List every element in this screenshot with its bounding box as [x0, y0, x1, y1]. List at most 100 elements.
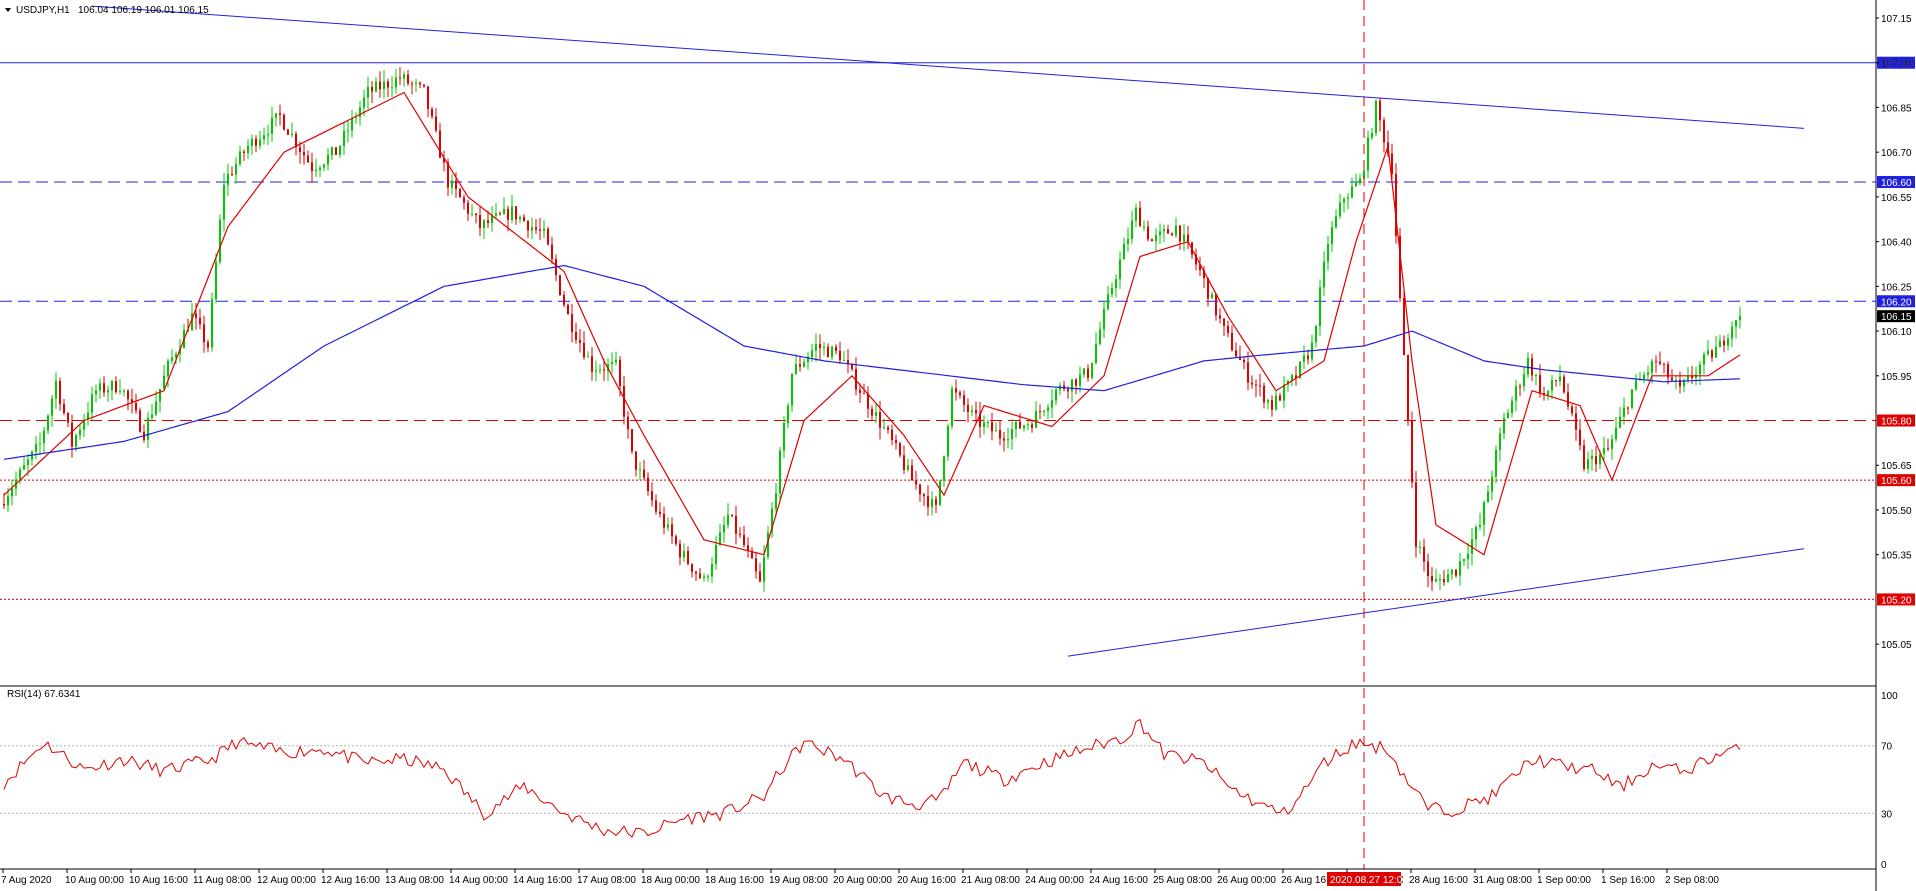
candle-body [1627, 407, 1629, 409]
candle-body [3, 504, 5, 506]
candle-body [959, 392, 961, 396]
rsi-header-label: RSI(14) 67.6341 [7, 689, 81, 700]
candle-body [891, 429, 893, 440]
candle-body [19, 469, 21, 480]
candle-body [1211, 294, 1213, 299]
candle-body [339, 146, 341, 155]
candle-body [123, 390, 125, 392]
candle-body [843, 360, 845, 362]
candle-body [587, 356, 589, 358]
candle-body [943, 456, 945, 481]
candle-body [1503, 418, 1505, 434]
candle-body [1083, 368, 1085, 375]
candle-body [983, 422, 985, 427]
candle-body [627, 416, 629, 430]
candle-body [803, 362, 805, 367]
time-tick-label: 18 Aug 00:00 [641, 875, 700, 886]
candle-body [167, 360, 169, 376]
candle-body [451, 180, 453, 188]
candle-body [1723, 340, 1725, 346]
candle-body [1631, 389, 1633, 408]
candle-body [955, 388, 957, 393]
price-tick-label: 107.00 [1881, 59, 1912, 70]
candle-body [175, 354, 177, 358]
time-tick-label: 28 Aug 16:00 [1409, 875, 1468, 886]
candle-body [1275, 395, 1277, 410]
candle-body [923, 494, 925, 497]
candle-body [171, 357, 173, 361]
candle-body [1339, 202, 1341, 217]
candle-body [1331, 227, 1333, 245]
candle-body [1163, 229, 1165, 232]
candle-body [1343, 198, 1345, 203]
candle-body [639, 469, 641, 471]
candle-body [227, 174, 229, 185]
candle-body [391, 87, 393, 89]
candle-body [1567, 392, 1569, 407]
candle-body [1283, 384, 1285, 401]
price-tick-label: 106.10 [1881, 327, 1912, 338]
dropdown-triangle-icon[interactable] [5, 8, 11, 12]
rsi-panel[interactable] [0, 718, 1876, 838]
candle-body [999, 430, 1001, 439]
candle-body [1323, 261, 1325, 288]
candle-body [255, 138, 257, 146]
trendline-lower[interactable] [1067, 548, 1805, 657]
candle-body [1255, 384, 1257, 386]
level-price-box [1877, 474, 1915, 487]
candle-body [1479, 524, 1481, 528]
candle-body [1107, 294, 1109, 309]
candle-body [751, 550, 753, 559]
candle-body [383, 81, 385, 90]
candle-body [1011, 429, 1013, 439]
candle-body [1139, 207, 1141, 227]
candle-body [1539, 374, 1541, 394]
candle-body [1531, 358, 1533, 376]
candle-body [1703, 354, 1705, 365]
candle-body [1135, 207, 1137, 221]
candle-body [1227, 325, 1229, 334]
candle-body [47, 415, 49, 431]
price-tick-label: 105.35 [1881, 551, 1912, 562]
candle-body [127, 390, 129, 400]
candle-body [1587, 459, 1589, 469]
candle-body [1707, 350, 1709, 355]
price-plot-area[interactable] [0, 0, 1876, 869]
candle-body [443, 157, 445, 163]
candle-body [1151, 239, 1153, 242]
candle-body [1035, 411, 1037, 428]
candle-body [647, 477, 649, 492]
trendline-upper[interactable] [91, 5, 1805, 129]
rsi-tick-label: 30 [1881, 809, 1893, 820]
candle-body [95, 390, 97, 395]
candle-body [1535, 374, 1537, 376]
candle-body [1019, 421, 1021, 429]
candle-body [1111, 288, 1113, 295]
candle-body [1335, 216, 1337, 228]
candle-body [1451, 569, 1453, 575]
candle-body [667, 524, 669, 528]
candle-body [483, 220, 485, 229]
candle-body [359, 107, 361, 118]
level-price-label: 105.60 [1881, 476, 1912, 487]
price-tick-label: 106.70 [1881, 148, 1912, 159]
candle-body [423, 84, 425, 87]
candle-body [1143, 226, 1145, 228]
candle-body [511, 206, 513, 220]
candle-body [459, 189, 461, 198]
time-tick-label: 20 Aug 16:00 [897, 875, 956, 886]
candle-body [335, 147, 337, 155]
candle-body [575, 332, 577, 340]
candle-body [147, 417, 149, 440]
candle-body [407, 74, 409, 84]
candle-body [1611, 439, 1613, 449]
candle-body [651, 491, 653, 501]
candle-body [223, 184, 225, 220]
candle-body [1595, 455, 1597, 465]
time-tick-label: 19 Aug 08:00 [769, 875, 828, 886]
candle-body [895, 439, 897, 444]
candle-body [495, 213, 497, 216]
candle-body [439, 130, 441, 158]
candle-body [1507, 412, 1509, 419]
